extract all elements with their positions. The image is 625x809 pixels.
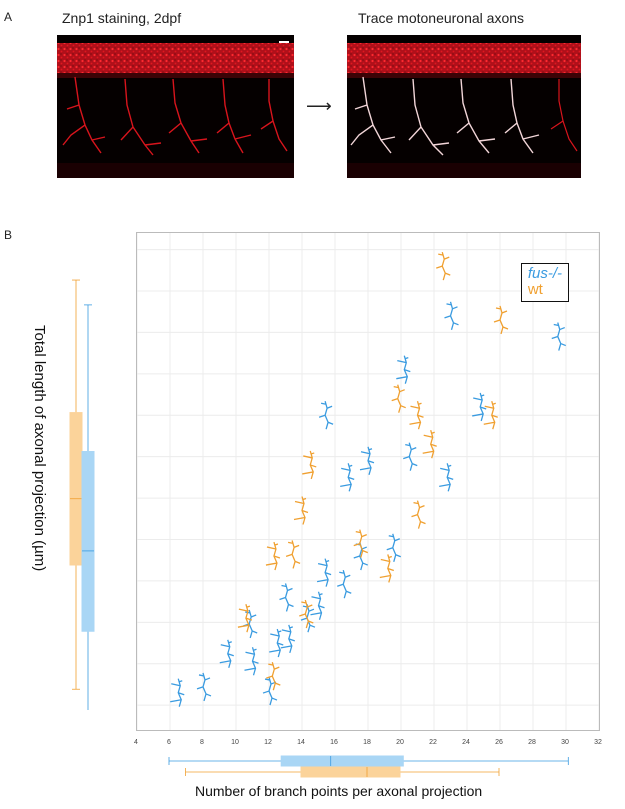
x-tick-label: 18: [363, 739, 371, 746]
x-tick-label: 12: [264, 739, 272, 746]
panel-a-letter: A: [4, 10, 13, 24]
data-point: [293, 496, 309, 525]
x-tick-labels: 4 6 8 10 12 14 16 18 20 22 24 26 28 30 32: [134, 739, 602, 746]
box: [81, 451, 95, 632]
traced-axons-image: [347, 35, 581, 178]
panel-b-letter: B: [4, 228, 13, 242]
x-tick-label: 14: [297, 739, 305, 746]
znp1-staining-image: [57, 35, 294, 178]
y-axis-label: Total length of axonal projection (µm): [31, 325, 48, 572]
data-point: [219, 639, 234, 668]
x-tick-label: 16: [330, 739, 338, 746]
arrow-right-icon: ⟶: [306, 96, 332, 116]
data-point: [266, 661, 281, 691]
data-point: [196, 672, 212, 702]
y-marginal-boxplots: [69, 279, 95, 710]
trace-axons-title: Trace motoneuronal axons: [358, 10, 525, 26]
data-point: [396, 355, 411, 384]
data-point: [403, 442, 418, 471]
data-point: [299, 599, 314, 629]
staining-drawing: [57, 41, 294, 178]
data-point: [386, 533, 401, 562]
legend-wt: wt: [527, 281, 543, 298]
x-tick-label: 28: [528, 739, 536, 746]
box: [280, 755, 404, 767]
data-point: [279, 583, 294, 612]
data-point: [280, 624, 296, 654]
data-point: [411, 500, 426, 529]
data-point: [439, 463, 454, 492]
x-tick-label: 6: [167, 739, 171, 746]
data-point: [493, 305, 509, 335]
data-point: [340, 463, 355, 492]
legend-fus: fus-/-: [527, 265, 562, 282]
data-point: [318, 401, 334, 430]
x-tick-label: 24: [462, 739, 470, 746]
data-point: [285, 540, 301, 569]
data-point: [444, 301, 459, 331]
data-point: [359, 446, 375, 475]
data-point: [379, 554, 395, 583]
data-point: [300, 603, 316, 633]
data-point: [422, 430, 437, 459]
x-tick-label: 8: [200, 739, 204, 746]
axon-traces: [350, 76, 540, 156]
x-tick-label: 22: [429, 739, 437, 746]
data-point: [302, 450, 317, 480]
data-point: [237, 603, 253, 633]
x-tick-label: 10: [231, 739, 239, 746]
box: [69, 412, 83, 566]
grid-lines: [136, 233, 600, 730]
plot-svg: 350400450500550600650700750800850900: [111, 233, 600, 730]
x-boxplot-fus: [168, 755, 569, 767]
data-point: [353, 529, 368, 558]
data-point: [170, 678, 185, 707]
data-point: [483, 401, 498, 430]
data-point: [472, 392, 487, 422]
x-tick-label: 20: [396, 739, 404, 746]
data-point: [551, 322, 566, 351]
x-tick-label: 32: [594, 739, 602, 746]
scale-bar: [279, 41, 289, 43]
x-axis-label: Number of branch points per axonal proje…: [195, 783, 483, 799]
data-point: [310, 591, 325, 620]
data-point: [265, 541, 281, 571]
data-point: [391, 384, 406, 413]
x-boxplot-wt: [185, 766, 500, 778]
y-boxplot-fus: [81, 304, 95, 710]
data-point: [242, 609, 258, 639]
data-point: [316, 558, 332, 587]
data-point: [353, 541, 368, 571]
traced-drawing: [347, 43, 581, 178]
data-point: [262, 676, 278, 706]
x-marginal-boxplots: [168, 755, 569, 778]
stained-axons: [62, 76, 288, 156]
spinal-cord-band: [57, 43, 294, 73]
x-tick-label: 30: [561, 739, 569, 746]
data-marks: [170, 251, 566, 707]
data-point: [337, 570, 352, 599]
data-point: [409, 401, 424, 430]
y-boxplot-wt: [69, 279, 83, 690]
x-tick-label: 26: [495, 739, 503, 746]
x-tick-label: 4: [134, 739, 138, 746]
data-point: [436, 251, 451, 281]
scatter-plot-area: 350400450500550600650700750800850900 fus…: [111, 232, 600, 731]
data-point: [244, 647, 259, 676]
znp1-staining-title: Znp1 staining, 2dpf: [62, 10, 182, 26]
data-point: [269, 628, 284, 658]
legend: fus-/- wt: [520, 263, 569, 302]
box: [300, 766, 401, 778]
